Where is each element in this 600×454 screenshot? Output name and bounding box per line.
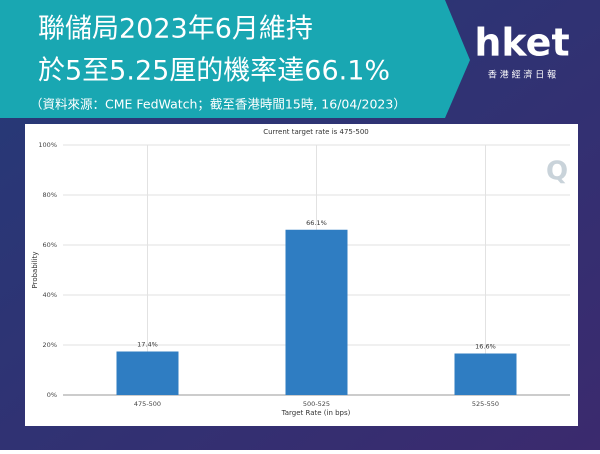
x-axis-label: Target Rate (in bps) (281, 409, 351, 417)
y-tick-label: 40% (43, 291, 57, 299)
value-label: 17.4% (137, 341, 158, 349)
logo-subtitle: 香 港 經 濟 日 報 (488, 69, 556, 81)
x-tick-label: 525-550 (472, 400, 499, 408)
y-tick-label: 20% (43, 341, 57, 349)
y-axis-label: Probability (31, 251, 39, 288)
title-banner (0, 0, 470, 118)
logo: hket (474, 21, 569, 65)
bar (285, 229, 348, 395)
value-label: 66.1% (306, 219, 327, 227)
source-note: （資料來源：CME FedWatch；截至香港時間15時, 16/04/2023… (30, 97, 406, 112)
watermark: Q (546, 157, 568, 187)
x-tick-label: 475-500 (134, 400, 161, 408)
bar (116, 351, 179, 395)
title-line: 聯儲局2023年6月維持 (38, 14, 313, 45)
y-tick-label: 60% (43, 241, 57, 249)
value-label: 16.6% (475, 343, 496, 351)
chart-title: Current target rate is 475-500 (263, 128, 369, 136)
bar (454, 353, 517, 395)
y-tick-label: 80% (43, 191, 57, 199)
title-line: 於5至5.25厘的機率達66.1% (38, 56, 390, 87)
y-tick-label: 0% (47, 391, 57, 399)
y-tick-label: 100% (38, 141, 57, 149)
x-tick-label: 500-525 (303, 400, 330, 408)
